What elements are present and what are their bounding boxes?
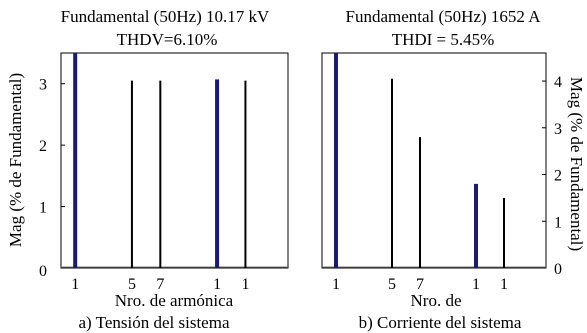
left-chart-title: Fundamental (50Hz) 10.17 kV [61,7,270,26]
right-bar-h11 [474,183,478,268]
right-ytick-label: 1 [554,214,562,231]
right-bar-h7 [419,137,421,268]
left-ylabel: Mag (% de Fundamental) [6,73,25,247]
right-xlabel: Nro. de [411,291,462,310]
left-plot-frame [60,52,289,269]
right-xtick-label: 1 [332,276,340,293]
right-xtick-label: 7 [416,276,424,293]
left-chart-subtitle: THDV=6.10% [117,30,218,49]
left-xtick-label: 1 [241,276,249,293]
right-ytick-label: 2 [554,168,562,185]
left-xtick-label: 1 [71,276,79,293]
right-bar-h13 [503,197,505,268]
left-ytick-label: 2 [39,138,47,155]
right-xtick-label: 1 [472,276,480,293]
left-bar-h13 [244,80,247,269]
right-ytick-label: 4 [554,74,562,91]
left-ytick-label: 1 [39,200,47,217]
right-ytick-label: 0 [554,261,562,278]
right-chart-subtitle: THDI = 5.45% [392,30,495,49]
left-xlabel: Nro. de armónica [115,291,234,310]
panel-left: Fundamental (50Hz) 10.17 kV THDV=6.10% 0… [6,7,289,332]
left-ytick-label: 0 [39,263,47,280]
right-bar-h5 [391,78,393,269]
left-bar-h5 [130,80,133,269]
left-yticks: 0 1 2 3 [39,77,65,280]
left-bar-h7 [159,80,162,269]
left-bar-h11 [215,79,220,269]
right-ytick-label: 3 [554,121,562,138]
left-xtick-label: 1 [213,276,221,293]
left-xtick-label: 7 [156,276,164,293]
right-caption: b) Corriente del sistema [359,313,522,332]
left-xtick-label: 5 [128,276,136,293]
panel-right: Fundamental (50Hz) 1652 A THDI = 5.45% 0… [321,7,586,332]
left-caption: a) Tensión del sistema [79,313,230,332]
left-ytick-label: 3 [39,77,47,94]
left-xticks: 1 5 7 1 1 [71,276,249,293]
right-bars [322,53,546,269]
right-xticks: 1 5 7 1 1 [332,276,508,293]
right-xtick-label: 1 [500,276,508,293]
right-chart-title: Fundamental (50Hz) 1652 A [346,7,542,26]
right-xtick-label: 5 [388,276,396,293]
left-bars [61,53,288,269]
right-plot-frame [321,52,547,269]
right-yticks: 0 1 2 3 4 [542,74,562,278]
right-ylabel: Mag (% de Fundamental) [567,77,586,251]
right-bar-h1 [334,53,338,268]
left-bar-h1 [73,53,78,268]
